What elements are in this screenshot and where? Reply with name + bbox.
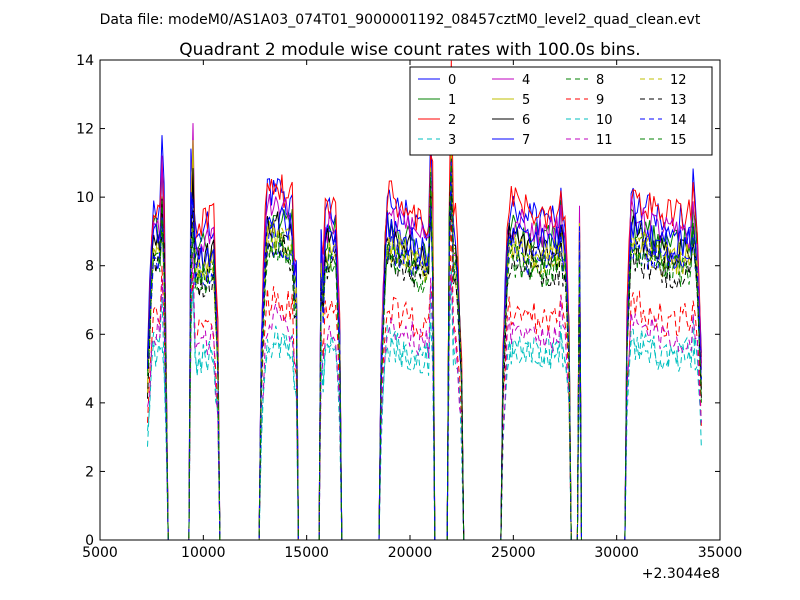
series-line-3	[147, 267, 702, 540]
series-line-1	[147, 153, 702, 540]
series-line-4	[147, 123, 702, 540]
series-line-13	[147, 177, 702, 540]
x-tick-label: 15000	[284, 545, 329, 561]
legend-label-3: 3	[448, 133, 456, 148]
x-tick-label: 35000	[698, 545, 743, 561]
series-line-14	[147, 160, 702, 540]
legend-label-12: 12	[670, 73, 687, 88]
legend-label-0: 0	[448, 73, 456, 88]
legend-label-15: 15	[670, 133, 687, 148]
series-line-8	[147, 190, 702, 540]
y-tick-label: 0	[85, 533, 94, 549]
y-tick-label: 2	[85, 464, 94, 480]
y-tick-label: 10	[76, 190, 94, 206]
x-tick-label: 25000	[491, 545, 536, 561]
y-tick-label: 4	[85, 396, 94, 412]
y-tick-label: 14	[76, 53, 94, 69]
x-tick-label: 5000	[82, 545, 118, 561]
legend-label-1: 1	[448, 93, 456, 108]
series-layer	[147, 60, 702, 540]
legend-label-14: 14	[670, 113, 687, 128]
series-line-12	[147, 141, 702, 540]
x-offset-label: +2.3044e8	[642, 566, 720, 582]
legend-label-7: 7	[522, 133, 530, 148]
legend-frame	[409, 66, 713, 156]
legend-label-8: 8	[596, 73, 604, 88]
series-line-0	[147, 129, 702, 540]
figure-suptitle: Data file: modeM0/AS1A03_074T01_90000011…	[100, 12, 701, 28]
legend-label-4: 4	[522, 73, 530, 88]
y-tick-label: 6	[85, 327, 94, 343]
series-line-9	[147, 218, 702, 540]
x-tick-label: 30000	[594, 545, 639, 561]
y-tick-label: 12	[76, 122, 94, 138]
legend-label-2: 2	[448, 113, 456, 128]
series-line-2	[147, 60, 702, 540]
legend-label-9: 9	[596, 93, 604, 108]
legend-label-5: 5	[522, 93, 530, 108]
legend-label-6: 6	[522, 113, 530, 128]
series-line-7	[147, 188, 702, 540]
legend-label-11: 11	[596, 133, 613, 148]
legend-label-13: 13	[670, 93, 687, 108]
y-tick-label: 8	[85, 259, 94, 275]
legend-label-10: 10	[596, 113, 613, 128]
axis-ticks: 5000 10000 15000 20000 25000 30000 35000 0 2 4 6 8 1…	[76, 53, 742, 561]
x-tick-label: 10000	[181, 545, 226, 561]
x-tick-label: 20000	[388, 545, 433, 561]
chart-title: Quadrant 2 module wise count rates with …	[179, 40, 640, 60]
